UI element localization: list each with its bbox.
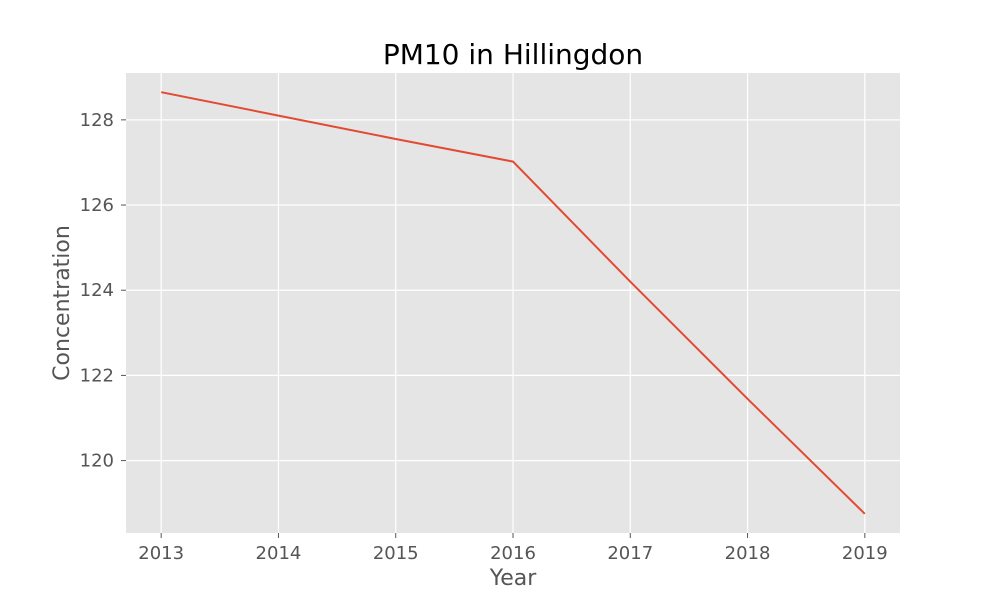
x-tick-label: 2019 [842, 543, 888, 564]
y-axis-label: Concentration [50, 225, 75, 381]
x-tick-label: 2016 [490, 543, 536, 564]
series-layer [161, 91, 866, 515]
series-line [161, 91, 866, 515]
x-tick-label: 2014 [256, 543, 302, 564]
chart-title: PM10 in Hillingdon [383, 38, 643, 71]
grid-lines [126, 73, 900, 533]
y-tick-label: 126 [80, 195, 114, 216]
y-tick-label: 128 [80, 110, 114, 131]
y-tick-label: 124 [80, 280, 114, 301]
x-tick-label: 2018 [725, 543, 771, 564]
y-tick-label: 120 [80, 451, 114, 472]
axis-ticks: 2013 2014 2015 2016 2017 2018 2019 120 122 124 126… [80, 110, 888, 564]
x-tick-label: 2017 [607, 543, 653, 564]
x-tick-label: 2013 [138, 543, 184, 564]
y-tick-label: 122 [80, 365, 114, 386]
x-axis-label: Year [489, 566, 538, 591]
x-tick-label: 2015 [373, 543, 419, 564]
